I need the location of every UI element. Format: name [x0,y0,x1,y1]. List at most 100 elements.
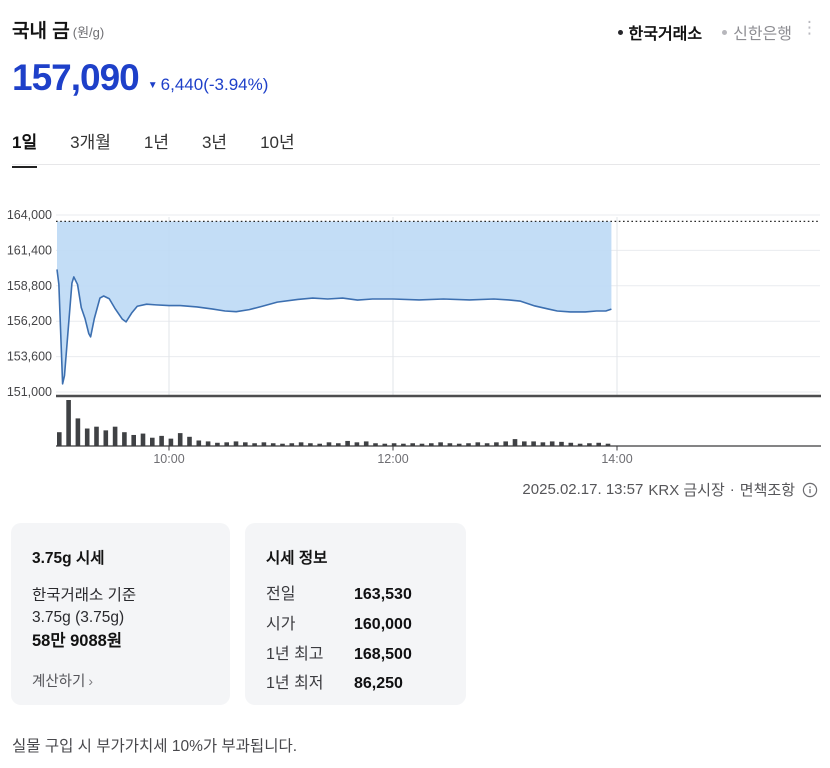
volume-bar [429,443,434,446]
x-axis-label: 10:00 [153,452,184,466]
tab-3month[interactable]: 3개월 [70,133,111,152]
card-375g-price: 3.75g 시세 한국거래소 기준 3.75g (3.75g) 58만 9088… [11,523,230,705]
volume-bar [512,439,518,446]
info-label: 1년 최고 [266,645,324,663]
vat-notice: 실물 구입 시 부가가치세 10%가 부과됩니다. [12,738,298,755]
price-unit-label: (원/g) [72,25,105,40]
card-title: 시세 정보 [266,550,328,567]
info-label: 전일 [266,586,296,603]
legend-dot-icon [722,29,728,35]
quote-timestamp: 2025.02.17. 13:57 [522,481,644,498]
volume-bar [298,442,304,446]
volume-bar [363,441,369,446]
info-value: 86,250 [354,675,403,693]
price-line [56,269,612,385]
info-row-1y-low: 1년 최저 86,250 [266,674,445,695]
volume-bar [354,442,360,446]
legend-item-krx[interactable]: 한국거래소 [617,20,703,44]
volume-bar [549,441,555,446]
price-area-fill [57,221,612,384]
volume-bar [177,433,183,446]
y-axis-label: 153,600 [7,350,52,364]
meta-separator: · [729,481,735,498]
volume-bar [559,441,564,446]
volume-bar [382,443,388,446]
volume-bar [522,441,527,446]
more-menu-icon[interactable]: ⋮ [801,18,818,37]
period-tabs: 1일 3개월 1년 3년 10년 [12,128,295,168]
volume-bar [187,436,192,446]
volume-bar [568,442,574,446]
volume-bar [596,442,601,446]
card-375g-value: 58만 9088원 [32,632,123,650]
card-quote-info: 시세 정보 전일 163,530 시가 160,000 1년 최고 168,50… [245,523,466,705]
volume-bar [577,443,583,446]
disclaimer-link[interactable]: 면책조항 [739,482,795,499]
volume-bar [112,426,118,446]
title-text: 국내 금 [12,21,70,42]
volume-bar [280,443,285,446]
legend-label: 한국거래소 [628,26,703,43]
volume-bar [168,438,174,446]
volume-bar [289,443,295,446]
current-price: 157,090 [12,57,140,98]
info-value: 163,530 [354,586,412,603]
volume-bar [317,443,322,446]
volume-bar [94,426,99,446]
volume-bar [205,441,211,446]
x-axis-label: 12:00 [377,452,408,466]
volume-bar [345,440,350,446]
volume-bar [196,440,202,446]
info-label: 1년 최저 [266,675,324,693]
info-row-open: 시가 160,000 [266,615,445,636]
volume-bar [605,443,611,446]
volume-bar [66,400,71,446]
volume-bar [122,432,127,446]
legend-item-shinhan[interactable]: 신한은행 [722,20,792,44]
change-percent: (-3.94%) [203,75,269,94]
tab-10year[interactable]: 10년 [260,133,295,152]
tabs-divider [12,164,820,165]
calculator-link[interactable]: 계산하기 › [32,670,93,691]
volume-bar [103,430,109,446]
volume-bar [410,443,415,446]
y-axis-label: 161,400 [7,243,52,257]
price-chart-canvas[interactable]: 164,000 161,400 158,800 156,200 153,600 151,0… [0,190,830,470]
volume-bar [326,442,332,446]
current-price-block: 157,090 ▼ 6,440 (-3.94%) [12,57,268,99]
info-value: 168,500 [354,645,412,663]
info-circle-icon[interactable] [802,482,818,498]
volume-bar [215,442,220,446]
volume-bar [308,443,313,446]
volume-bar [466,443,471,446]
volume-bar [261,442,267,446]
volume-bar [456,443,462,446]
tab-1year[interactable]: 1년 [143,133,169,152]
volume-bar [447,443,453,446]
volume-bar [475,442,481,446]
card-line-weight: 3.75g (3.75g) [32,609,125,626]
volume-bar [419,443,425,446]
volume-bar [336,443,341,446]
price-change: ▼ 6,440 (-3.94%) [148,75,269,95]
volume-bar [57,432,62,446]
volume-bar [75,418,81,446]
y-axis-label: 156,200 [7,314,52,328]
volume-bar [391,443,397,446]
volume-bar [270,443,276,446]
volume-bar [540,442,546,446]
volume-bar [131,434,136,446]
volume-bar [84,428,90,446]
tab-3year[interactable]: 3년 [201,133,228,152]
volume-bar [438,442,443,446]
y-axis-label: 151,000 [7,385,52,399]
chevron-right-icon: › [88,672,94,689]
volume-bar [159,435,164,446]
volume-bar [140,433,146,446]
volume-bar [401,443,406,446]
tab-1day[interactable]: 1일 [12,128,38,168]
volume-bar [503,441,508,446]
card-line-basis: 한국거래소 기준 [32,587,137,604]
y-axis-label: 158,800 [7,279,52,293]
